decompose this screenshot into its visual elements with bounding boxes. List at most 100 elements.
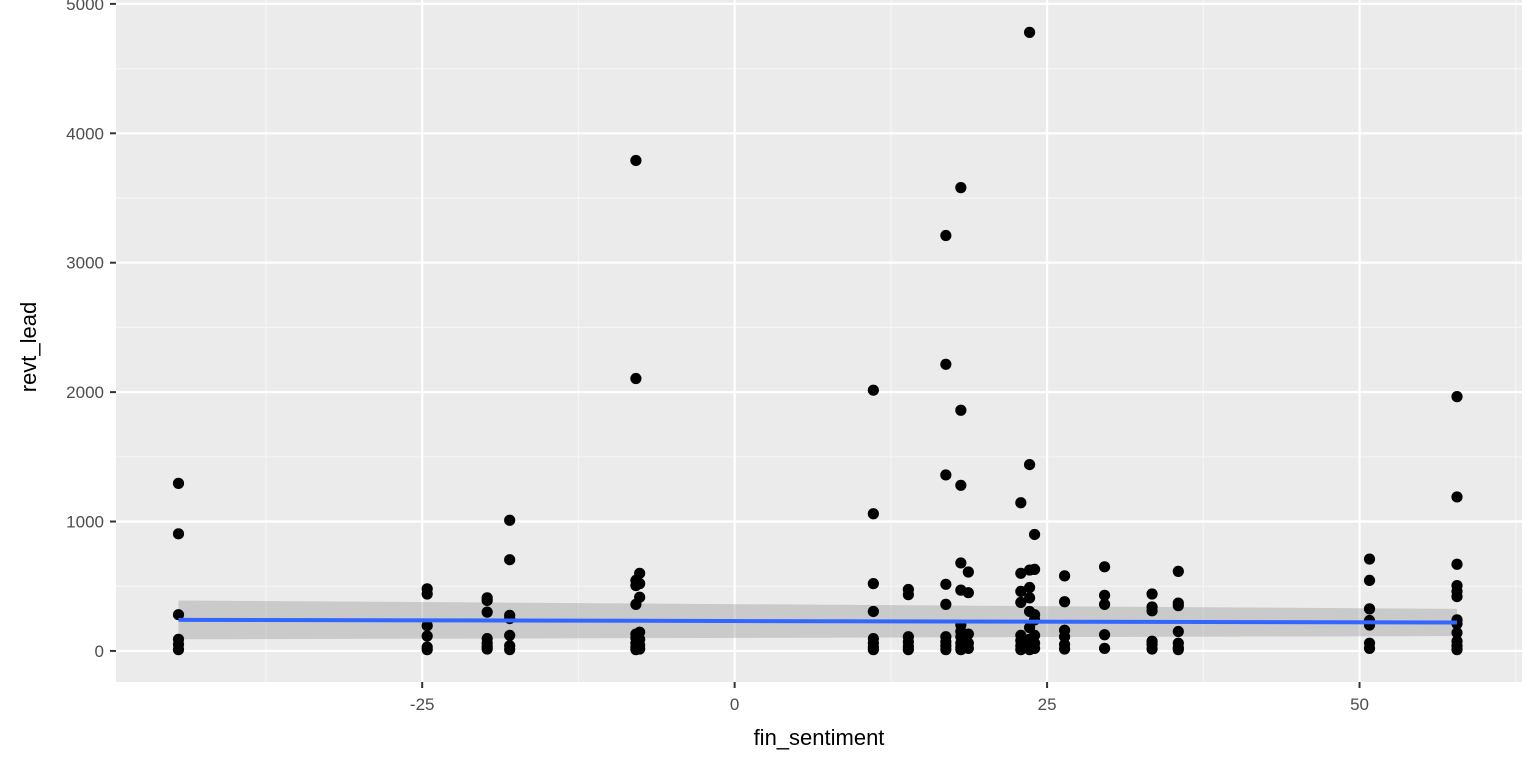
data-point (1146, 605, 1158, 617)
data-point (421, 630, 433, 642)
data-point (1023, 458, 1036, 471)
data-point (1172, 625, 1184, 638)
y-tick-label: 2000 (66, 383, 104, 402)
data-point (1023, 26, 1036, 38)
data-point (634, 591, 646, 603)
data-point (940, 358, 952, 370)
data-point (172, 644, 185, 656)
data-point (172, 609, 185, 621)
data-point (481, 643, 493, 655)
data-point (481, 606, 493, 618)
data-point (1028, 563, 1041, 576)
x-tick-label: 25 (1038, 695, 1057, 714)
data-point (962, 566, 974, 578)
data-point (421, 620, 433, 632)
data-point (867, 578, 879, 590)
data-point (1363, 574, 1376, 587)
data-point (172, 528, 185, 540)
data-point (634, 643, 646, 655)
data-point (1015, 644, 1027, 656)
data-point (1058, 570, 1071, 582)
data-point (1028, 528, 1041, 541)
y-tick-label: 1000 (66, 513, 104, 532)
x-tick-label: 50 (1350, 695, 1369, 714)
y-tick-label: 0 (95, 642, 104, 661)
data-point (902, 644, 914, 656)
x-axis-title: fin_sentiment (754, 725, 885, 750)
x-tick-label: -25 (410, 695, 435, 714)
y-axis-title: revt_lead (16, 302, 41, 393)
data-point (504, 644, 516, 656)
y-tick-label: 4000 (66, 124, 104, 143)
data-point (481, 594, 493, 607)
data-point (630, 154, 642, 167)
data-point (1363, 603, 1376, 615)
data-point (1028, 642, 1041, 654)
panel-background (116, 0, 1522, 682)
data-point (1098, 589, 1111, 601)
data-point (867, 605, 879, 618)
data-point (1098, 642, 1111, 654)
data-point (1015, 596, 1027, 609)
y-axis-ticks: 0 1000 2000 3000 4000 5000 (66, 0, 116, 661)
x-tick-label: 0 (730, 695, 739, 714)
data-point (1146, 643, 1158, 655)
data-point (962, 628, 974, 640)
data-point (634, 578, 646, 590)
data-point (867, 508, 879, 520)
data-point (940, 229, 952, 242)
data-point (1058, 631, 1071, 643)
data-point (1172, 565, 1184, 577)
data-point (1451, 491, 1463, 503)
data-point (1098, 561, 1111, 573)
data-points (172, 26, 1463, 656)
data-point (630, 372, 642, 385)
data-point (1451, 391, 1463, 403)
data-point (1172, 644, 1184, 656)
data-point (962, 642, 974, 654)
data-point (1015, 567, 1027, 579)
data-point (421, 644, 433, 656)
data-point (1058, 596, 1071, 608)
data-point (1015, 497, 1027, 509)
data-point (504, 514, 516, 526)
x-axis-ticks: -25 0 25 50 (410, 682, 1369, 714)
data-point (1451, 627, 1463, 639)
data-point (940, 469, 952, 481)
y-tick-label: 5000 (66, 0, 104, 14)
data-point (955, 557, 967, 569)
data-point (1015, 585, 1027, 598)
y-tick-label: 3000 (66, 254, 104, 273)
data-point (172, 477, 185, 489)
data-point (1146, 588, 1158, 600)
data-point (955, 182, 967, 194)
data-point (867, 644, 879, 656)
data-point (1363, 553, 1376, 565)
regression-line-group (178, 617, 1458, 625)
data-point (962, 587, 974, 599)
regression-line (178, 617, 1458, 625)
data-point (504, 629, 516, 642)
data-point (634, 567, 646, 579)
data-point (421, 588, 433, 600)
data-point (1098, 629, 1111, 641)
data-point (902, 589, 914, 601)
data-point (940, 644, 952, 656)
data-point (955, 479, 967, 491)
data-point (940, 598, 952, 610)
data-point (1023, 581, 1036, 594)
data-point (1098, 598, 1111, 610)
data-point (1451, 590, 1463, 603)
grid-minor-lines (116, 0, 1522, 682)
data-point (955, 404, 967, 416)
data-point (504, 554, 516, 566)
data-point (1172, 600, 1184, 612)
data-point (1023, 592, 1036, 604)
data-point (1451, 644, 1463, 656)
data-point (1363, 642, 1376, 654)
data-point (940, 578, 952, 590)
data-point (1451, 558, 1463, 570)
data-point (867, 384, 879, 396)
data-point (1058, 643, 1071, 655)
